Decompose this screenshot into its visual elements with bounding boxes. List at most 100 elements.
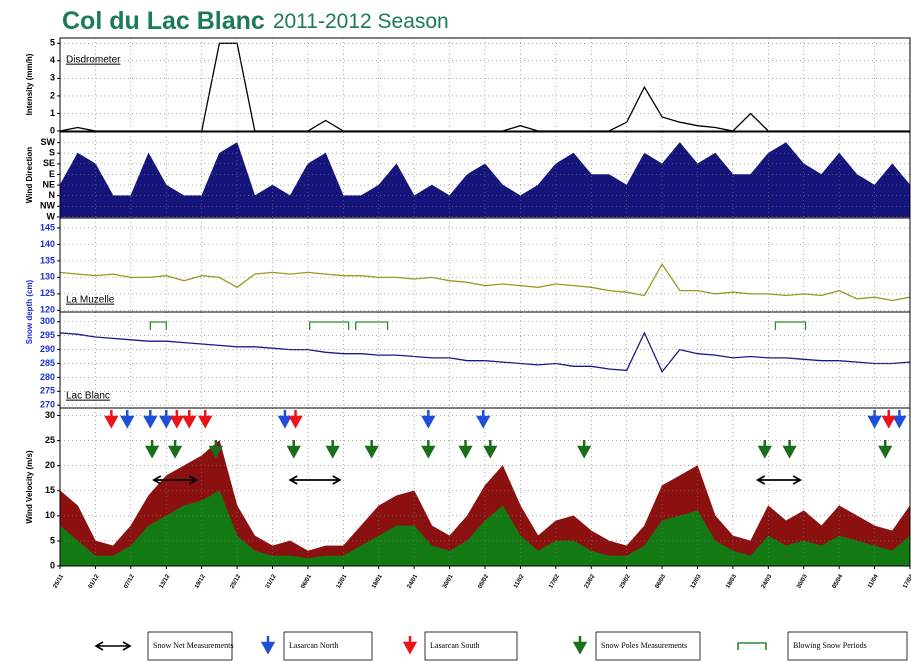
y-axis-title: Wind Direction — [25, 147, 34, 203]
lasarcan-south-arrow — [881, 410, 896, 429]
y-tick-label: 125 — [40, 288, 55, 298]
y-tick-label: 295 — [40, 330, 55, 340]
x-tick-label: 25/11 — [53, 573, 66, 589]
y-tick-label: 15 — [45, 485, 55, 495]
x-tick-label: 12/01 — [336, 573, 349, 590]
x-tick-label: 29/02 — [619, 573, 632, 590]
x-tick-label: 18/03 — [725, 573, 738, 590]
x-tick-label: 06/01 — [300, 573, 313, 590]
y-tick-label: 145 — [40, 222, 55, 232]
y-tick-label: W — [47, 211, 56, 221]
x-tick-label: 30/03 — [796, 573, 809, 590]
blowing-snow-bracket — [774, 321, 807, 330]
x-tick-label: 11/04 — [867, 573, 880, 589]
legend-box — [595, 631, 701, 661]
panel: 0 5 10 15 20 25 30 Wind Velocity (m/s) — [25, 407, 911, 570]
snow-poles-arrow — [782, 440, 797, 459]
legend-box — [147, 631, 233, 661]
y-tick-label: 270 — [40, 400, 55, 410]
x-tick-label: 17/02 — [548, 573, 561, 590]
snow-net-arrow — [288, 475, 342, 485]
legend-label: Lasarcan North — [289, 641, 339, 650]
snow-poles-arrow — [577, 440, 592, 459]
title-main: Col du Lac Blanc — [62, 7, 265, 35]
snow-net-arrow — [152, 475, 199, 485]
y-tick-label: N — [49, 190, 56, 200]
y-tick-label: SW — [41, 137, 56, 147]
y-tick-label: 285 — [40, 358, 55, 368]
y-tick-label: 1 — [50, 108, 55, 118]
data-area — [59, 142, 911, 218]
y-tick-label: 120 — [40, 305, 55, 315]
lasarcan-north-arrow — [159, 410, 174, 429]
y-tick-label: NE — [42, 179, 55, 189]
y-tick-label: 280 — [40, 372, 55, 382]
lasarcan-north-arrow — [120, 410, 135, 429]
x-tick-label: 19/12 — [194, 573, 207, 590]
lasarcan-south-arrow — [169, 410, 184, 429]
legend-label: Snow Net Measurements — [153, 641, 233, 650]
y-tick-label: 2 — [50, 90, 55, 100]
y-tick-label: 3 — [50, 73, 55, 83]
x-tick-label: 17/04 — [902, 573, 911, 590]
y-tick-label: 130 — [40, 272, 55, 282]
panel-frame — [59, 37, 911, 132]
lasarcan-south-arrow — [182, 410, 197, 429]
y-tick-label: 0 — [50, 560, 55, 570]
snow-poles-arrow — [757, 440, 772, 459]
x-tick-label: 05/02 — [477, 573, 490, 590]
lasarcan-north-arrow — [867, 410, 882, 429]
panel: 0 1 2 3 4 5 Disdrometer Intensity (mm/h) — [25, 37, 911, 135]
y-tick-label: 20 — [45, 460, 55, 470]
lasarcan-north-arrow — [143, 410, 158, 429]
lasarcan-north-arrow — [892, 410, 907, 429]
snow-poles-arrow — [208, 440, 223, 459]
panel-frame — [59, 217, 911, 313]
y-tick-label: 275 — [40, 386, 55, 396]
y-tick-label: 30 — [45, 410, 55, 420]
y-axis-title: Snow depth (cm) — [25, 279, 34, 344]
legend-box — [283, 631, 373, 661]
title-season: 2011-2012 Season — [273, 10, 449, 33]
legend-label: Blowing Snow Periods — [793, 641, 867, 650]
y-tick-label: SE — [43, 158, 55, 168]
legend-label: Snow Poles Measurements — [601, 641, 687, 650]
y-tick-label: S — [49, 148, 55, 158]
x-tick-label: 13/12 — [159, 573, 172, 590]
y-tick-label: 300 — [40, 316, 55, 326]
x-tick-label: 24/03 — [761, 573, 774, 590]
snow-net-arrow — [755, 475, 803, 485]
x-tick-label: 18/01 — [371, 573, 384, 590]
snow-poles-arrow — [364, 440, 379, 459]
snow-poles-arrow — [325, 440, 340, 459]
lasarcan-south-arrow — [288, 410, 303, 429]
x-tick-label: 11/02 — [513, 573, 526, 589]
snow-poles-arrow — [421, 440, 436, 459]
y-tick-label: 140 — [40, 239, 55, 249]
x-tick-label: 06/03 — [654, 573, 667, 590]
snow-poles-arrow — [286, 440, 301, 459]
legend-box — [787, 631, 908, 661]
snow-poles-arrow — [483, 440, 498, 459]
y-tick-label: 4 — [50, 55, 55, 65]
y-tick-label: E — [49, 169, 55, 179]
legend-symbol — [260, 636, 276, 655]
legend-symbol — [737, 642, 767, 650]
x-tick-label: 25/12 — [229, 573, 242, 590]
y-tick-label: 135 — [40, 255, 55, 265]
legend-symbol — [402, 636, 418, 655]
x-tick-label: 05/04 — [832, 573, 845, 590]
blowing-snow-bracket — [149, 321, 167, 330]
y-tick-label: 0 — [50, 125, 55, 135]
panel-label: Lac Blanc — [66, 391, 110, 402]
legend-symbol — [572, 636, 588, 655]
snow-poles-arrow — [458, 440, 473, 459]
y-axis-title: Wind Velocity (m/s) — [25, 450, 34, 524]
lasarcan-north-arrow — [277, 410, 293, 429]
panel-label: Disdrometer — [66, 55, 121, 66]
legend-label: Lasarcan South — [430, 641, 480, 650]
y-axis-title: Intensity (mm/h) — [25, 53, 34, 115]
blowing-snow-bracket — [309, 321, 350, 330]
y-tick-label: 290 — [40, 344, 55, 354]
